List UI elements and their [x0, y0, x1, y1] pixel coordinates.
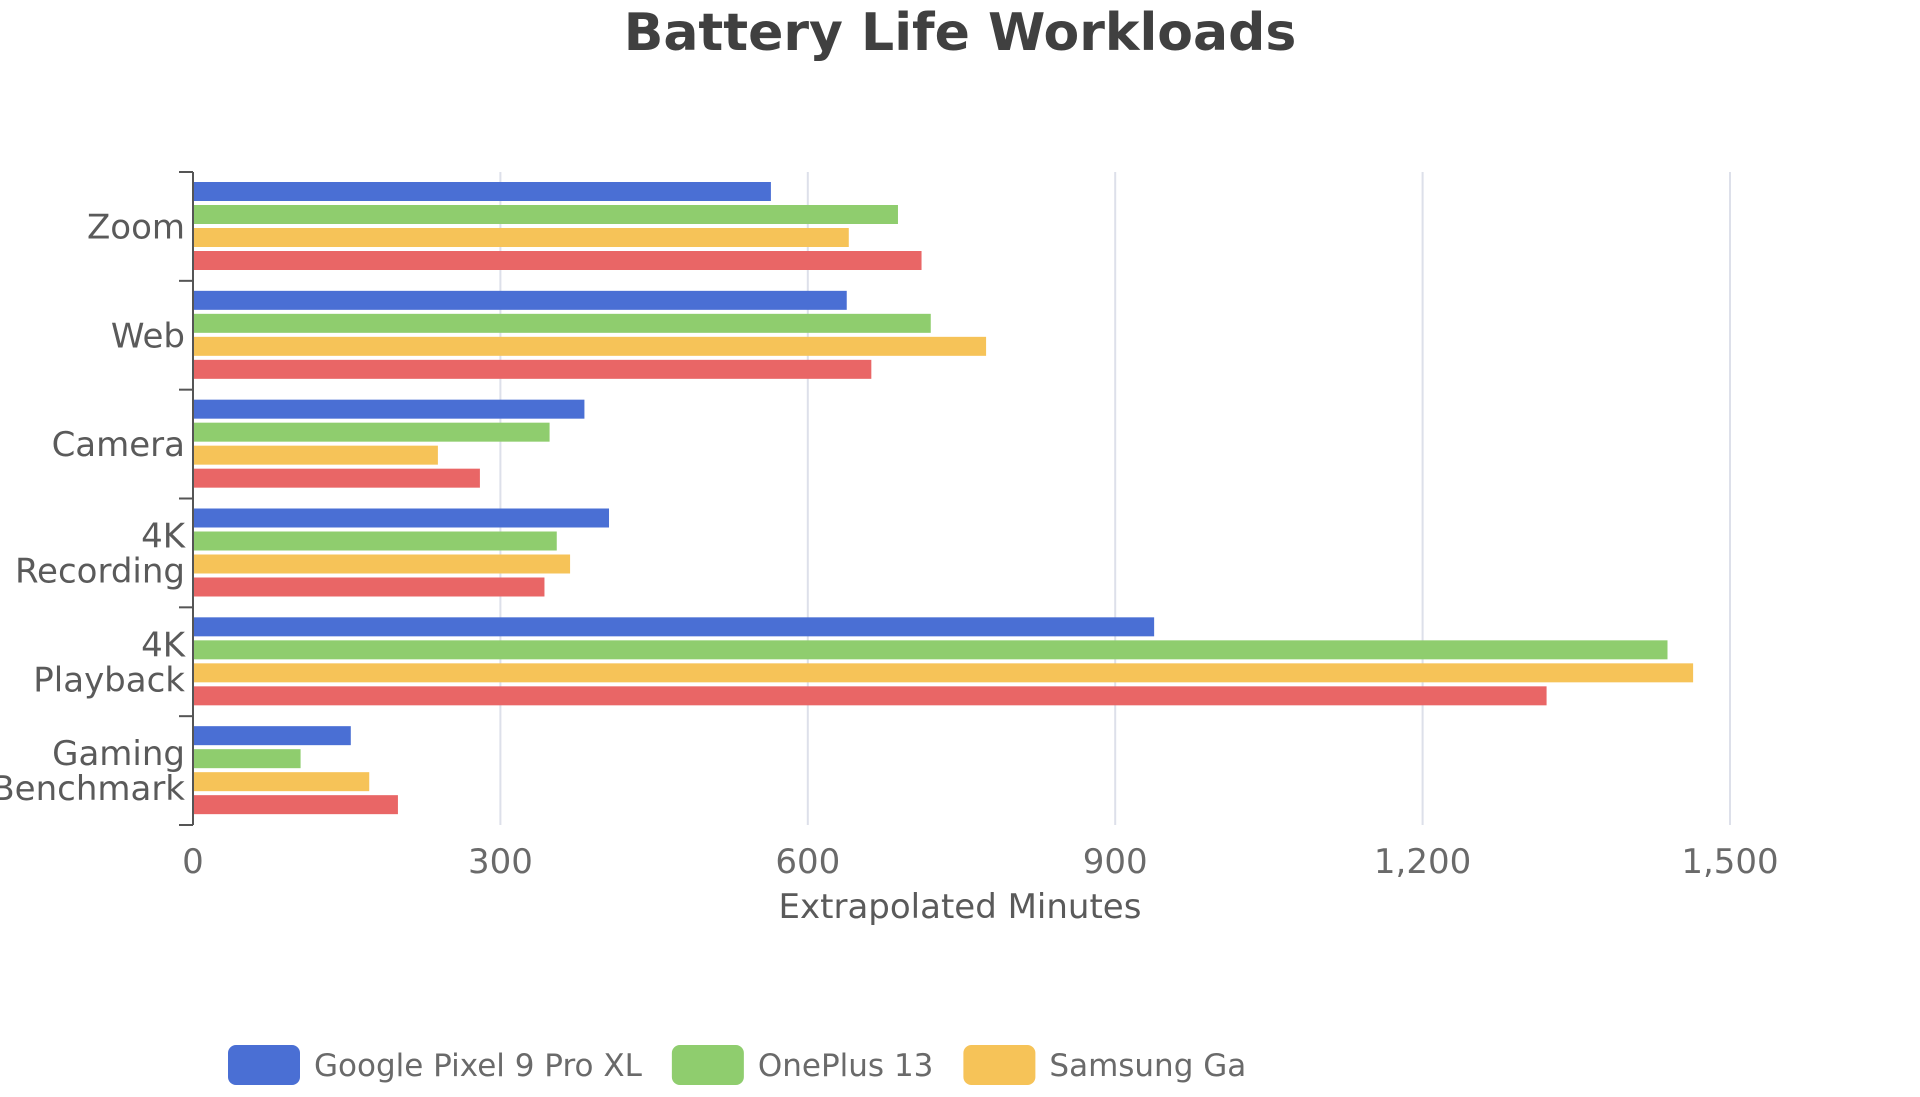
legend-label[interactable]: Google Pixel 9 Pro XL: [314, 1048, 643, 1084]
bar[interactable]: [193, 795, 398, 815]
bar[interactable]: [193, 468, 480, 488]
x-tick-label: 1,500: [1681, 842, 1778, 882]
category-label: Gaming: [52, 734, 185, 774]
bar[interactable]: [193, 205, 898, 224]
bar[interactable]: [193, 290, 847, 310]
x-tick-label: 600: [775, 842, 840, 882]
bar[interactable]: [193, 640, 1668, 660]
x-axis-label: Extrapolated Minutes: [779, 887, 1142, 927]
category-label: 4K: [141, 516, 187, 556]
bar[interactable]: [193, 336, 987, 356]
legend-swatch[interactable]: [671, 1045, 744, 1085]
category-label: 4K: [141, 625, 187, 665]
axes: 0 300 600 900 1,200 1,500ZoomWebCamera4KRecor…: [0, 171, 1779, 882]
bar[interactable]: [193, 663, 1694, 683]
bar[interactable]: [193, 399, 585, 419]
category-label: Playback: [33, 660, 185, 700]
bar[interactable]: [193, 726, 351, 746]
legend-label[interactable]: OnePlus 13: [758, 1048, 934, 1084]
x-tick-label: 300: [468, 842, 533, 882]
category-label: Benchmark: [0, 769, 185, 809]
bars: [193, 182, 1694, 815]
category-label: Web: [111, 316, 185, 356]
bar[interactable]: [193, 577, 545, 597]
legend-swatch[interactable]: [963, 1045, 1036, 1085]
x-tick-label: 1,200: [1374, 842, 1471, 882]
category-label: Zoom: [87, 207, 185, 247]
legend-label[interactable]: Samsung Ga: [1049, 1048, 1246, 1084]
bar[interactable]: [193, 182, 771, 201]
bar[interactable]: [193, 313, 931, 333]
bar[interactable]: [193, 686, 1547, 706]
bar[interactable]: [193, 228, 849, 247]
legend[interactable]: Google Pixel 9 Pro XL OnePlus 13 Samsung G…: [228, 1045, 1246, 1085]
bar[interactable]: [193, 772, 370, 792]
chart-title: Battery Life Workloads: [624, 3, 1297, 63]
bar[interactable]: [193, 445, 438, 465]
category-label: Camera: [52, 425, 185, 465]
bar[interactable]: [193, 554, 571, 574]
bar[interactable]: [193, 617, 1155, 637]
x-tick-label: 900: [1083, 842, 1148, 882]
legend-swatch[interactable]: [228, 1045, 300, 1085]
bar[interactable]: [193, 508, 610, 528]
bar[interactable]: [193, 531, 557, 551]
bar[interactable]: [193, 359, 872, 379]
category-label: Recording: [15, 551, 185, 591]
bar[interactable]: [193, 749, 301, 769]
grid: [499, 172, 1731, 825]
bar[interactable]: [193, 422, 550, 442]
bar[interactable]: [193, 251, 922, 270]
x-tick-label: 0: [182, 842, 204, 882]
